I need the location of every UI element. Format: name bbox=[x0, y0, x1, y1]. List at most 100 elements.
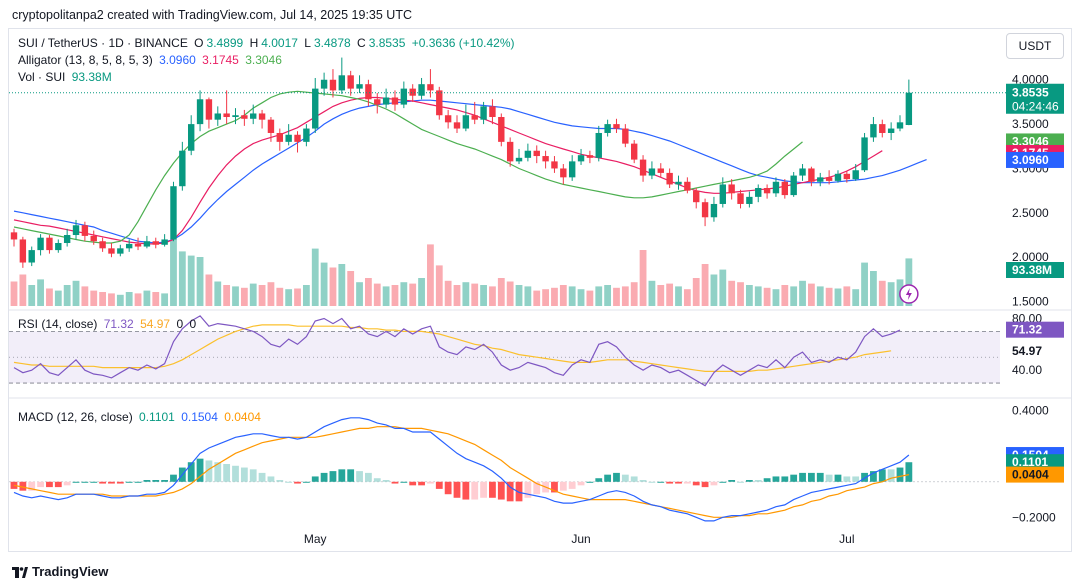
volume-legend[interactable]: Vol · SUI 93.38M bbox=[18, 70, 115, 84]
candle-body bbox=[276, 132, 283, 142]
candle-body bbox=[861, 137, 868, 171]
macd-histogram-bar bbox=[834, 474, 842, 482]
volume-bar bbox=[675, 286, 682, 306]
macd-histogram-bar bbox=[365, 472, 372, 482]
volume-bar bbox=[754, 286, 762, 306]
volume-bar bbox=[418, 278, 425, 306]
volume-bar bbox=[152, 292, 160, 306]
macd-histogram-bar bbox=[409, 481, 417, 486]
candle-body bbox=[586, 155, 594, 158]
volume-bar bbox=[683, 289, 691, 306]
rsi-tick-label: 40.00 bbox=[1012, 363, 1042, 377]
macd-histogram-bar bbox=[701, 481, 709, 488]
candle-body bbox=[631, 143, 638, 160]
macd-histogram-bar bbox=[878, 469, 886, 482]
alligator-legend[interactable]: Alligator (13, 8, 5, 8, 5, 3) 3.0960 3.1… bbox=[18, 53, 285, 67]
lips-price-tag: 3.3046 bbox=[1012, 134, 1049, 148]
macd-histogram-bar bbox=[586, 481, 594, 483]
macd-histogram-bar bbox=[621, 474, 629, 482]
currency-button[interactable]: USDT bbox=[1006, 33, 1064, 59]
volume-bar bbox=[551, 287, 558, 306]
macd-histogram-bar bbox=[19, 481, 27, 491]
volume-bar bbox=[870, 271, 877, 306]
macd-histogram-bar bbox=[90, 481, 98, 483]
candle-body bbox=[19, 239, 27, 263]
volume-bar bbox=[524, 286, 532, 306]
candle-body bbox=[515, 157, 523, 162]
volume-bar bbox=[533, 290, 541, 306]
candle-body bbox=[400, 88, 408, 105]
volume-bar bbox=[613, 287, 620, 306]
macd-histogram-bar bbox=[453, 481, 461, 498]
price-tick-label: 4.0000 bbox=[1012, 73, 1049, 87]
volume-bar bbox=[161, 293, 169, 306]
volume-bar bbox=[621, 286, 629, 306]
volume-bar bbox=[834, 288, 842, 306]
close-value: 3.8535 bbox=[368, 36, 406, 50]
candle-body bbox=[560, 168, 567, 178]
macd-histogram-bar bbox=[37, 481, 44, 488]
candle-body bbox=[604, 124, 611, 133]
volume-bar bbox=[134, 293, 142, 306]
candle-body bbox=[161, 239, 168, 245]
candle-body bbox=[905, 92, 913, 125]
volume-bar bbox=[630, 282, 638, 306]
volume-bar bbox=[365, 278, 372, 306]
candle-body bbox=[551, 161, 558, 169]
candle-body bbox=[444, 115, 452, 123]
macd-histogram-bar bbox=[240, 467, 248, 482]
macd-histogram-bar bbox=[808, 472, 815, 482]
macd-histogram-bar bbox=[480, 481, 487, 498]
volume-bar bbox=[577, 289, 585, 306]
volume-bar bbox=[843, 286, 851, 306]
macd-histogram-bar bbox=[170, 474, 177, 482]
macd-histogram-bar bbox=[223, 464, 231, 482]
volume-bar bbox=[586, 290, 594, 306]
rsi-value: 71.32 bbox=[103, 317, 134, 331]
candle-body bbox=[639, 159, 647, 176]
candle-body bbox=[799, 168, 806, 176]
candle-body bbox=[356, 84, 363, 89]
candle-body bbox=[267, 119, 275, 133]
candle-body bbox=[471, 115, 478, 120]
candle-body bbox=[684, 181, 691, 191]
macd-histogram-bar bbox=[816, 472, 824, 482]
rsi-legend[interactable]: RSI (14, close) 71.32 54.97 0 0 bbox=[18, 317, 199, 331]
volume-bar bbox=[311, 248, 319, 306]
rsi-label: RSI (14, close) bbox=[18, 317, 98, 331]
volume-bar bbox=[320, 262, 328, 306]
rsi-ma-tag: 54.97 bbox=[1012, 344, 1042, 358]
candle-body bbox=[418, 84, 425, 96]
macd-histogram-bar bbox=[54, 481, 62, 488]
candle-body bbox=[462, 115, 470, 129]
volume-bar bbox=[444, 280, 452, 306]
volume-bar bbox=[46, 288, 53, 306]
price-tick-label: 1.5000 bbox=[1012, 295, 1049, 309]
macd-histogram-bar bbox=[568, 481, 576, 489]
macd-legend[interactable]: MACD (12, 26, close) 0.1101 0.1504 0.040… bbox=[18, 410, 264, 424]
volume-bar bbox=[462, 282, 470, 306]
macd-histogram-bar bbox=[639, 480, 647, 482]
macd-histogram-bar bbox=[533, 481, 541, 495]
volume-bar bbox=[54, 290, 62, 306]
macd-histogram-bar bbox=[887, 469, 895, 482]
volume-bar bbox=[515, 285, 523, 306]
volume-bar bbox=[116, 294, 124, 306]
volume-bar bbox=[489, 286, 496, 306]
tradingview-logo[interactable]: TradingView bbox=[12, 564, 108, 579]
macd-histogram-bar bbox=[551, 481, 558, 493]
volume-label: Vol · SUI bbox=[18, 70, 66, 84]
candle-body bbox=[391, 97, 399, 105]
macd-histogram-bar bbox=[134, 481, 142, 483]
macd-histogram-bar bbox=[152, 480, 160, 482]
volume-bar bbox=[781, 285, 789, 306]
volume-bar bbox=[604, 285, 612, 306]
macd-histogram-bar bbox=[116, 481, 124, 484]
candle-body bbox=[710, 203, 718, 218]
symbol-title[interactable]: SUI / TetherUS · 1D · BINANCE bbox=[18, 36, 188, 50]
volume-bar bbox=[267, 282, 275, 306]
candle-body bbox=[223, 113, 230, 118]
volume-bar bbox=[506, 281, 514, 306]
